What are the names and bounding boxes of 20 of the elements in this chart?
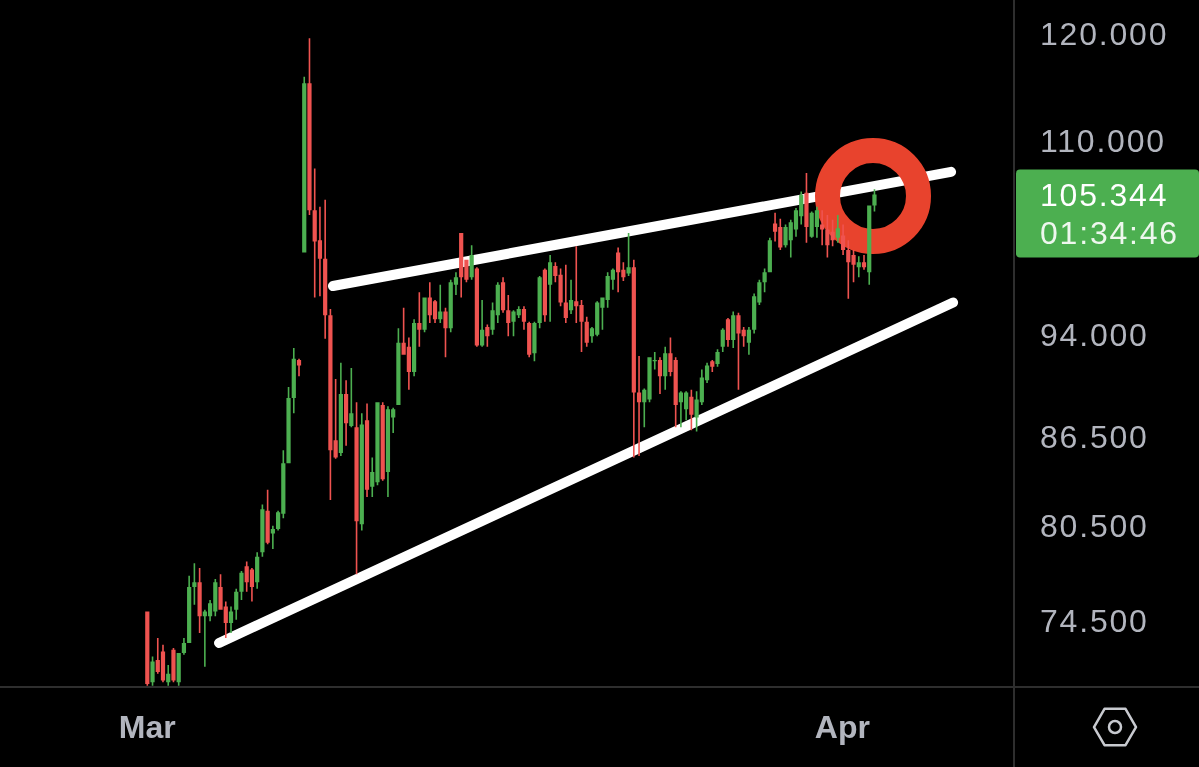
candlestick — [856, 256, 861, 278]
y-tick-label: 110.000 — [1040, 123, 1166, 160]
y-tick-label: 86.500 — [1040, 419, 1149, 456]
y-tick-label: 120.000 — [1040, 16, 1169, 53]
y-tick-label: 74.500 — [1040, 603, 1149, 640]
x-tick-label: Apr — [814, 709, 870, 746]
annotation: 105.344 — [1040, 176, 1169, 213]
candlestick — [270, 525, 275, 550]
candlestick — [636, 356, 642, 456]
x-tick-label: Mar — [118, 709, 176, 746]
candlestick — [568, 279, 574, 315]
y-tick-label: 94.000 — [1040, 317, 1149, 354]
candlestick — [678, 391, 684, 428]
candlestick — [506, 294, 511, 337]
candlestick — [548, 254, 553, 322]
candlestick — [563, 264, 568, 324]
candlestick — [820, 210, 825, 246]
annotation: 01:34:46 — [1040, 214, 1179, 251]
candlestick — [438, 284, 443, 324]
y-tick-label: 80.500 — [1040, 508, 1149, 545]
